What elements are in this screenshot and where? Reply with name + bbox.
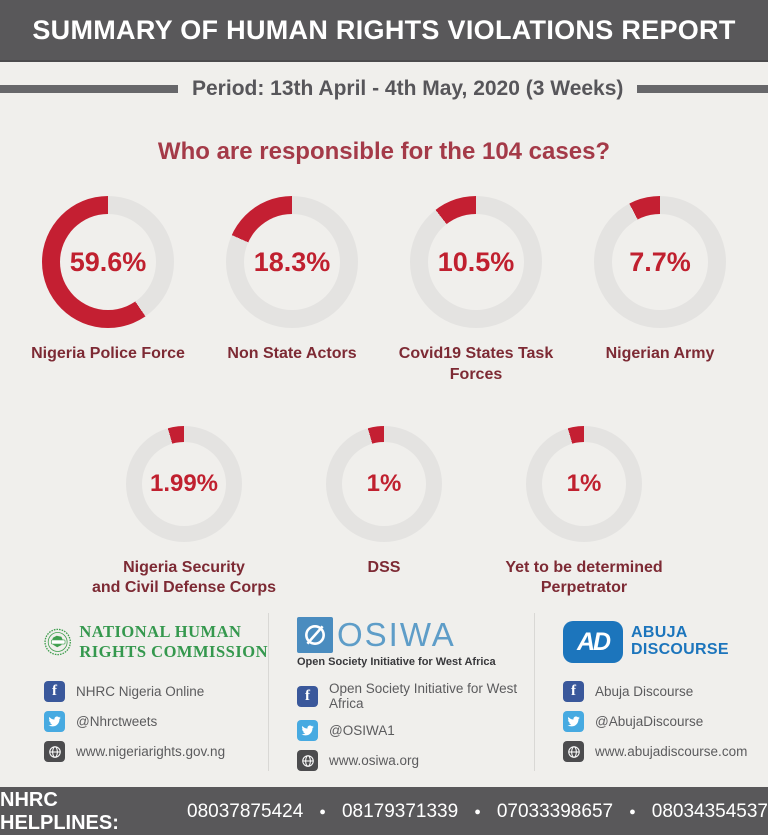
donut-row-1: 59.6% Nigeria Police Force 18.3% Non Sta… [0,196,768,386]
helpline-number: 08034354537 [651,801,768,823]
website-url: www.abujadiscourse.com [595,744,748,760]
donut-nigeria-police-force: 59.6% Nigeria Police Force [16,196,200,386]
donut-nscdc: 1.99% Nigeria Security and Civil Defense… [84,425,284,600]
helpline-number: 07033398657 [496,801,614,823]
donut-category-label: Covid19 States Task Forces [398,345,554,383]
nhrc-logo: NATIONAL HUMAN RIGHTS COMMISSION [44,613,268,671]
helpline-number: 08037875424 [187,801,304,823]
donut-category-label: Yet to be determined Perpetrator [505,558,663,597]
nhrc-web-row: www.nigeriarights.gov.ng [44,741,268,763]
nhrc-wordmark-line1: NATIONAL HUMAN [79,621,242,641]
twitter-icon [44,711,65,733]
donut-row-2: 1.99% Nigeria Security and Civil Defense… [0,425,768,600]
facebook-icon: f [297,685,318,707]
abuja-twitter-row: @AbujaDiscourse [563,711,768,733]
nhrc-wordmark: NATIONAL HUMAN RIGHTS COMMISSION [79,622,268,663]
donut-category-label: Nigerian Army [605,345,715,362]
donut-percent-label: 1% [366,469,402,497]
bullet-separator: ● [474,806,481,819]
org-abuja-discourse: AD ABUJA DISCOURSE f Abuja Discourse @Ab… [534,613,768,772]
donut-dss: 1% DSS [284,425,484,600]
donut-category-label: Nigeria Police Force [31,345,185,362]
footer-organizations: NATIONAL HUMAN RIGHTS COMMISSION f NHRC … [0,599,768,787]
globe-icon [297,750,318,772]
facebook-icon: f [44,681,65,703]
donut-undetermined-perpetrator: 1% Yet to be determined Perpetrator [484,425,684,600]
facebook-handle: Abuja Discourse [595,684,694,700]
globe-icon [563,741,584,763]
donut-category-label: Nigeria Security and Civil Defense Corps [91,558,277,597]
osiwa-web-row: www.osiwa.org [297,750,534,772]
donut-non-state-actors: 18.3% Non State Actors [200,196,384,386]
bullet-separator: ● [319,806,326,819]
donut-percent-label: 1% [566,469,602,497]
nhrc-emblem-icon [44,628,71,656]
facebook-handle: Open Society Initiative for West Africa [329,681,518,712]
helpline-number: 08179371339 [341,801,459,823]
donut-covid19-task-forces: 10.5% Covid19 States Task Forces [384,196,568,386]
donut-nigerian-army: 7.7% Nigerian Army [568,196,752,386]
chart-question-title: Who are responsible for the 104 cases? [157,138,611,165]
helpline-numbers: 08037875424 ● 08179371339 ● 07033398657 ● 0803… [187,801,768,823]
period-rule-left [0,85,178,93]
facebook-icon: f [563,681,584,703]
abuja-wordmark: ABUJA DISCOURSE [631,624,729,659]
bullet-separator: ● [629,806,636,819]
donut-percent-label: 59.6% [69,246,147,277]
report-title-bar: SUMMARY OF HUMAN RIGHTS VIOLATIONS REPOR… [0,0,768,62]
donut-ring: 1.99% [126,425,242,542]
abuja-facebook-row: f Abuja Discourse [563,681,768,703]
osiwa-logo: OSIWA Open Society Initiative for West A… [297,613,534,671]
abuja-logo: AD ABUJA DISCOURSE [563,613,768,671]
donut-percent-label: 7.7% [629,246,691,277]
donut-ring: 1% [326,425,442,542]
donut-category-label: Non State Actors [227,345,357,362]
twitter-icon [297,720,318,742]
abuja-monogram-text: AD [576,627,611,656]
donut-ring: 18.3% [226,196,358,328]
osiwa-facebook-row: f Open Society Initiative for West Afric… [297,681,534,711]
osiwa-twitter-row: @OSIWA1 [297,720,534,742]
org-osiwa: OSIWA Open Society Initiative for West A… [268,613,534,772]
nhrc-facebook-row: f NHRC Nigeria Online [44,681,268,703]
website-url: www.nigeriarights.gov.ng [76,744,226,760]
donut-ring: 10.5% [410,196,542,328]
facebook-handle: NHRC Nigeria Online [76,684,205,700]
abuja-web-row: www.abujadiscourse.com [563,741,768,763]
period-text: Period: 13th April - 4th May, 2020 (3 We… [192,77,624,100]
osiwa-wordmark: OSIWA [337,616,456,654]
period-row: Period: 13th April - 4th May, 2020 (3 We… [0,77,768,101]
donut-ring: 59.6% [42,196,174,328]
twitter-icon [563,711,584,733]
globe-icon [44,741,65,763]
website-url: www.osiwa.org [329,753,420,769]
nhrc-wordmark-line2: RIGHTS COMMISSION [79,642,268,662]
donut-percent-label: 10.5% [437,246,515,277]
donut-percent-label: 18.3% [253,246,331,277]
donut-ring: 1% [526,425,642,542]
donut-percent-label: 1.99% [149,469,219,497]
period-rule-right [637,85,768,93]
donut-ring: 7.7% [594,196,726,328]
org-nhrc: NATIONAL HUMAN RIGHTS COMMISSION f NHRC … [0,613,268,771]
twitter-handle: @OSIWA1 [329,723,395,739]
helpline-label: NHRC HELPLINES: [0,789,119,835]
helpline-bar: NHRC HELPLINES: 08037875424 ● 08179371339 ●… [0,787,768,835]
donut-category-label: DSS [367,558,401,576]
osiwa-swirl-icon [297,617,333,654]
report-title: SUMMARY OF HUMAN RIGHTS VIOLATIONS REPOR… [32,14,736,45]
twitter-handle: @AbujaDiscourse [595,714,704,730]
osiwa-tagline: Open Society Initiative for West Africa [297,656,496,669]
nhrc-twitter-row: @Nhrctweets [44,711,268,733]
abuja-ad-monogram-icon: AD [563,621,623,664]
twitter-handle: @Nhrctweets [76,714,158,730]
